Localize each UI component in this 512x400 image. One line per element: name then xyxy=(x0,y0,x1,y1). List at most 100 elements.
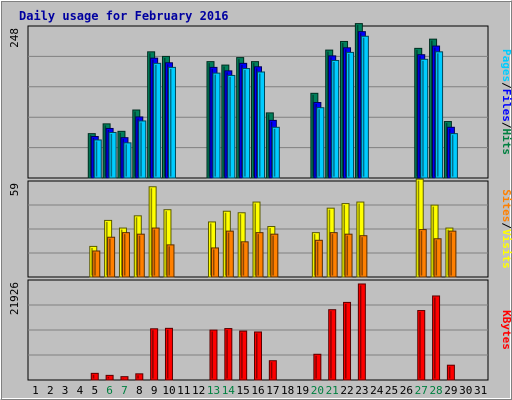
bar-sites-day-8 xyxy=(136,233,145,278)
bar-visits-day-13-shade xyxy=(209,223,212,276)
bar-visits-day-9-shade xyxy=(150,188,153,276)
bar-kbytes-day-7 xyxy=(120,376,129,381)
bar-sites-day-13-shade xyxy=(212,249,215,276)
bar-kbytes-day-6-shade xyxy=(107,376,110,379)
bar-visits-day-6-shade xyxy=(106,221,108,276)
legend-entry: Files xyxy=(500,89,512,122)
bar-hits-day-23-shade xyxy=(356,25,359,177)
x-tick-label: 1 xyxy=(32,384,39,397)
bar-files-day-7-shade xyxy=(122,139,124,177)
bar-visits-day-10-shade xyxy=(165,211,167,276)
bar-kbytes-day-28 xyxy=(432,295,441,381)
bar-files-day-6-shade xyxy=(107,129,110,177)
bar-kbytes-day-9 xyxy=(150,328,159,381)
x-tick-label: 27 xyxy=(415,384,428,397)
x-tick-label: 29 xyxy=(444,384,457,397)
bar-sites-day-14 xyxy=(225,230,234,278)
bar-sites-day-16-shade xyxy=(257,234,259,276)
legend-entry: / xyxy=(500,122,512,129)
bar-files-day-16-shade xyxy=(256,68,258,177)
bar-kbytes-day-23 xyxy=(357,283,366,381)
x-tick-label: 17 xyxy=(266,384,279,397)
x-tick-label: 13 xyxy=(207,384,220,397)
x-tick-label: 28 xyxy=(429,384,442,397)
bar-kbytes-day-8 xyxy=(135,373,144,381)
bar-kbytes-day-16 xyxy=(254,331,262,381)
bar-visits-day-22-shade xyxy=(343,205,346,276)
bar-pages-day-27-shade xyxy=(422,60,424,177)
bar-visits-day-27-shade xyxy=(417,180,420,276)
bar-visits-day-15-shade xyxy=(239,214,242,276)
bar-pages-day-7 xyxy=(123,142,132,179)
bar-pages-day-5 xyxy=(93,139,102,179)
bar-files-day-17-shade xyxy=(270,121,273,177)
x-tick-label: 4 xyxy=(77,384,84,397)
bar-hits-day-7-shade xyxy=(119,132,121,177)
x-tick-label: 5 xyxy=(91,384,98,397)
bar-kbytes-day-21 xyxy=(328,309,337,381)
bar-sites-day-29 xyxy=(448,230,457,278)
bar-files-day-14-shade xyxy=(226,72,228,177)
bar-pages-day-15 xyxy=(242,68,251,179)
legend-entry: / xyxy=(500,82,512,89)
bar-hits-day-27-shade xyxy=(416,49,418,177)
bar-pages-day-14-shade xyxy=(229,76,231,177)
bar-files-day-23-shade xyxy=(359,33,362,177)
bar-pages-day-20-shade xyxy=(318,109,320,177)
x-tick-label: 12 xyxy=(192,384,205,397)
bar-sites-day-27 xyxy=(418,229,427,278)
bar-pages-day-10-shade xyxy=(169,68,172,177)
bar-pages-day-16-shade xyxy=(259,73,261,177)
bar-hits-day-15-shade xyxy=(238,59,240,177)
bar-sites-day-17-shade xyxy=(272,235,274,276)
bar-hits-day-29-shade xyxy=(445,123,448,177)
legend-entry: Hits xyxy=(500,129,512,156)
bar-pages-day-28-shade xyxy=(437,53,439,177)
bar-kbytes-day-23-shade xyxy=(359,285,362,379)
bar-kbytes-day-9-shade xyxy=(152,330,154,379)
bar-kbytes-day-16-shade xyxy=(256,333,258,379)
bar-sites-day-6-shade xyxy=(109,238,111,276)
bar-files-day-20-shade xyxy=(315,104,317,177)
bar-hits-day-28-shade xyxy=(431,40,433,177)
x-tick-label: 19 xyxy=(296,384,309,397)
bar-hits-day-21-shade xyxy=(327,51,329,177)
panel-max-label: 248 xyxy=(8,28,21,48)
bar-files-day-9-shade xyxy=(152,59,154,177)
bar-kbytes-day-22 xyxy=(343,301,352,381)
bar-pages-day-9-shade xyxy=(155,64,157,177)
bar-sites-day-17 xyxy=(270,233,279,278)
bar-kbytes-day-14-shade xyxy=(226,330,228,379)
bar-kbytes-day-20-shade xyxy=(315,355,317,379)
bar-files-day-15-shade xyxy=(241,64,243,177)
bar-kbytes-day-20 xyxy=(313,353,322,381)
bar-sites-day-28-shade xyxy=(435,240,438,276)
bar-files-day-22-shade xyxy=(345,49,347,177)
bar-kbytes-day-28-shade xyxy=(434,297,436,379)
bar-pages-day-17-shade xyxy=(273,128,276,177)
bar-kbytes-day-21-shade xyxy=(330,311,332,379)
bar-sites-day-7-shade xyxy=(123,234,126,276)
bar-visits-day-8-shade xyxy=(135,217,138,276)
bar-pages-day-29 xyxy=(449,133,458,179)
bar-sites-day-20 xyxy=(314,239,323,278)
x-tick-label: 26 xyxy=(400,384,413,397)
bar-sites-day-6 xyxy=(107,236,116,278)
bar-kbytes-day-10 xyxy=(164,327,173,381)
bar-kbytes-day-29-shade xyxy=(448,366,451,379)
bar-files-day-21-shade xyxy=(330,57,332,177)
bar-pages-day-6-shade xyxy=(110,133,113,177)
bar-sites-day-27-shade xyxy=(420,231,423,276)
bar-kbytes-day-22-shade xyxy=(345,303,347,379)
bar-hits-day-17-shade xyxy=(267,114,270,177)
panel-visits-sites: 59 Sites/Visits xyxy=(8,178,512,278)
x-tick-label: 30 xyxy=(459,384,472,397)
x-tick-label: 25 xyxy=(385,384,398,397)
bar-kbytes-day-6 xyxy=(105,374,114,381)
bar-kbytes-day-13-shade xyxy=(211,331,213,379)
x-tick-label: 9 xyxy=(151,384,158,397)
bar-kbytes-day-17 xyxy=(268,360,277,381)
bar-kbytes-day-14 xyxy=(224,328,233,381)
